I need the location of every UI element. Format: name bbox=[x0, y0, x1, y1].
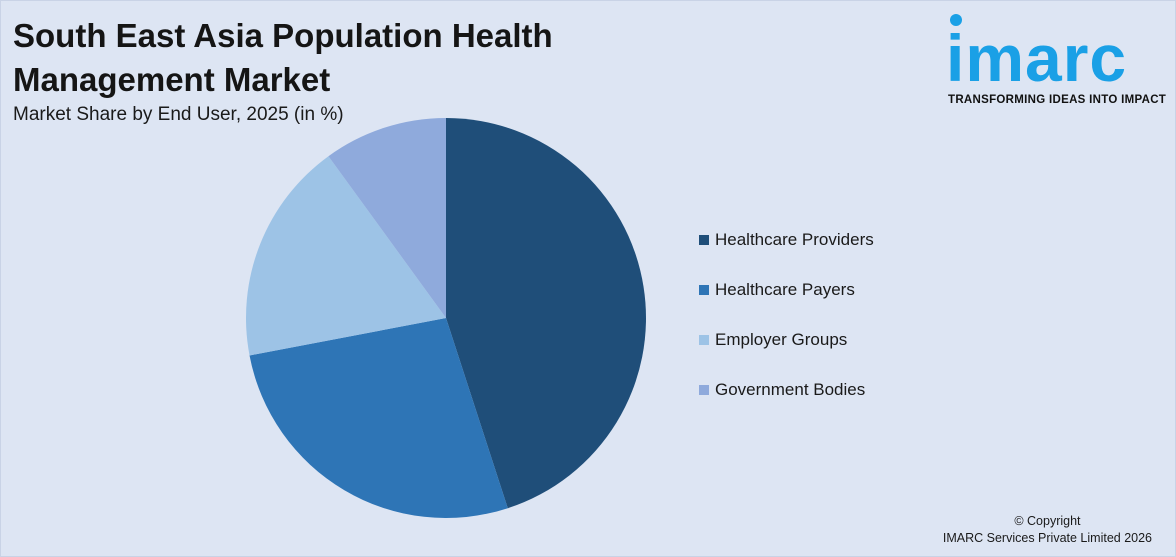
logo-wordmark: imarc bbox=[946, 21, 1128, 95]
chart-legend: Healthcare Providers Healthcare Payers Emp… bbox=[699, 228, 874, 428]
legend-swatch bbox=[699, 285, 709, 295]
company-text: IMARC Services Private Limited 2026 bbox=[942, 531, 1152, 545]
logo-tagline: TRANSFORMING IDEAS INTO IMPACT bbox=[948, 94, 1167, 106]
legend-label: Healthcare Payers bbox=[715, 280, 855, 299]
legend-label: Government Bodies bbox=[715, 380, 866, 399]
pie-slice-healthcare-payers bbox=[249, 318, 508, 518]
pie-slice-employer-groups bbox=[246, 156, 446, 356]
legend-swatch bbox=[699, 235, 709, 245]
chart-subtitle: Market Share by End User, 2025 (in %) bbox=[13, 104, 344, 125]
legend-label: Employer Groups bbox=[715, 330, 848, 349]
legend-item: Healthcare Payers bbox=[699, 278, 874, 302]
pie-slice-healthcare-providers bbox=[446, 118, 646, 509]
legend-swatch bbox=[699, 335, 709, 345]
chart-title: South East Asia Population Health Manage… bbox=[13, 17, 553, 98]
legend-item: Government Bodies bbox=[699, 378, 874, 402]
footer: © Copyright IMARC Services Private Limit… bbox=[943, 513, 1152, 547]
legend-swatch bbox=[699, 385, 709, 395]
logo-dot bbox=[950, 14, 962, 26]
pie-chart bbox=[246, 118, 646, 518]
imarc-logo: imarc TRANSFORMING IDEAS INTO IMPACT bbox=[946, 10, 1172, 110]
legend-item: Healthcare Providers bbox=[699, 228, 874, 252]
legend-item: Employer Groups bbox=[699, 328, 874, 352]
legend-label: Healthcare Providers bbox=[715, 230, 874, 249]
copyright-text: © Copyright bbox=[1014, 514, 1081, 528]
pie-slice-government-bodies bbox=[328, 118, 446, 318]
